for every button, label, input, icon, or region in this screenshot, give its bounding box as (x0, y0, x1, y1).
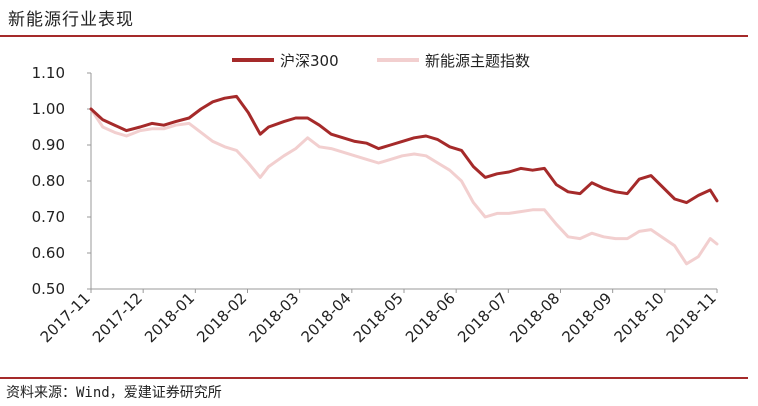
y-tick-label: 1.00 (32, 100, 65, 118)
series-line-hs300 (89, 94, 719, 205)
x-tick-label: 2018-01 (141, 289, 198, 346)
x-tick-label: 2018-11 (663, 289, 720, 346)
line-chart: 1.101.000.900.800.700.600.502017-112017-… (32, 52, 720, 346)
legend-label-newenergy: 新能源主题指数 (425, 52, 530, 70)
y-tick-label: 0.70 (32, 208, 65, 226)
x-tick-label: 2018-03 (245, 289, 302, 346)
source-note: 资料来源：Wind，爱建证券研究所 (6, 385, 222, 401)
chart-legend: 沪深300 新能源主题指数 (232, 52, 530, 70)
y-tick-label: 0.60 (32, 244, 65, 262)
y-tick-label: 0.80 (32, 172, 65, 190)
x-tick-label: 2018-09 (558, 289, 615, 346)
y-tick-label: 1.10 (32, 64, 65, 82)
title-rule (0, 35, 748, 37)
legend-label-hs300: 沪深300 (280, 52, 339, 70)
series-layer (89, 94, 719, 266)
x-tick-label: 2018-05 (350, 289, 407, 346)
y-tick-label: 0.50 (32, 280, 65, 298)
source-rule (0, 377, 748, 379)
x-tick-label: 2018-06 (402, 289, 459, 346)
chart-axes: 1.101.000.900.800.700.600.502017-112017-… (32, 64, 720, 346)
x-tick-label: 2018-02 (193, 289, 250, 346)
x-tick-label: 2018-04 (298, 289, 355, 346)
x-tick-label: 2017-12 (89, 289, 146, 346)
x-tick-label: 2018-10 (611, 289, 668, 346)
y-tick-label: 0.90 (32, 136, 65, 154)
x-tick-label: 2018-08 (506, 289, 563, 346)
series-line-newenergy (89, 107, 719, 266)
page-title: 新能源行业表现 (8, 10, 134, 30)
x-tick-label: 2018-07 (454, 289, 511, 346)
